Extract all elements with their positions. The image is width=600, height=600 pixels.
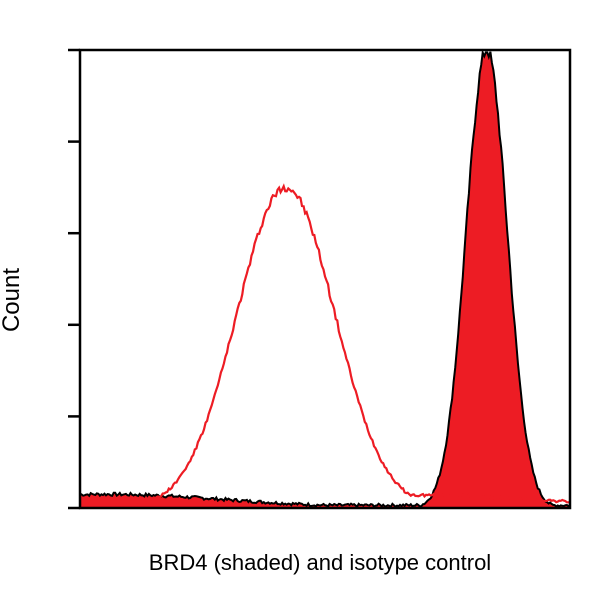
flow-cytometry-histogram: [0, 0, 600, 600]
y-axis-label: Count: [0, 268, 26, 332]
x-axis-label: BRD4 (shaded) and isotype control: [0, 550, 600, 576]
